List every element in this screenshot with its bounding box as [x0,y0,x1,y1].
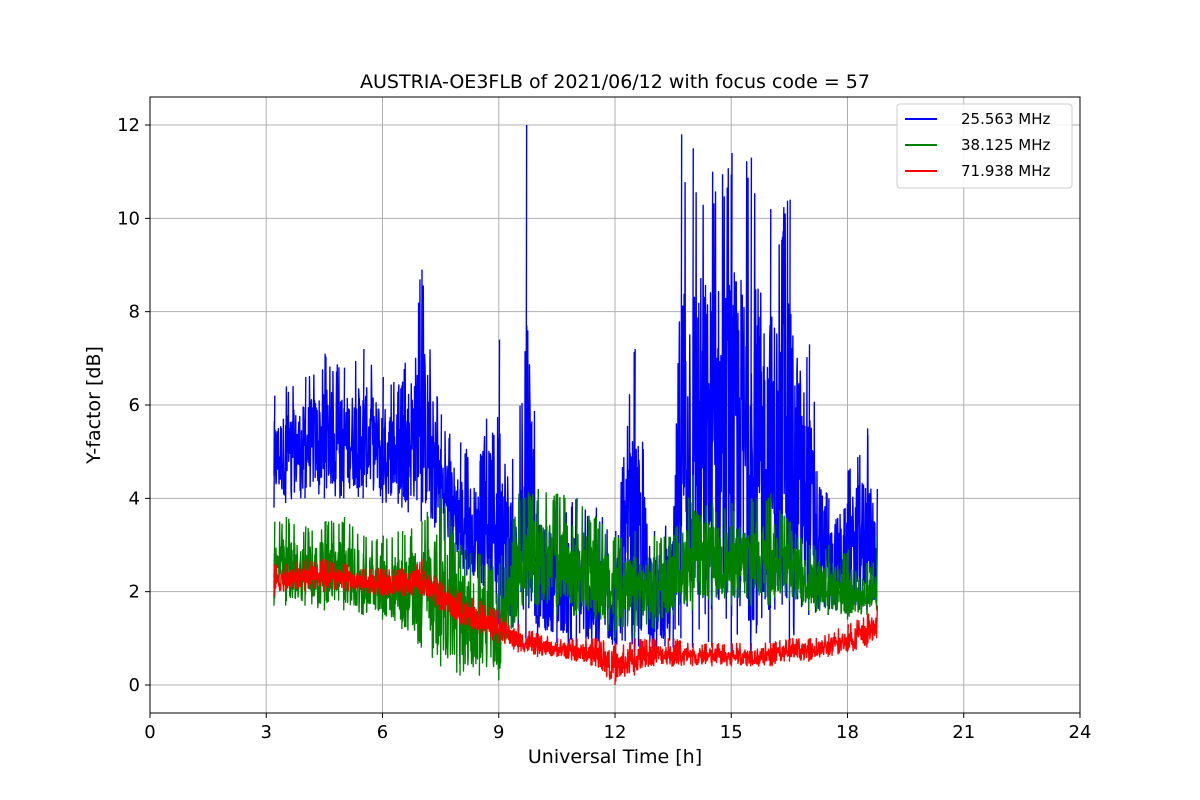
x-tick-label: 21 [952,722,975,743]
series-line-2 [273,558,879,686]
x-tick-label: 9 [493,722,504,743]
y-tick-label: 0 [129,675,140,696]
legend-label: 38.125 MHz [961,136,1050,154]
x-tick-label: 12 [604,722,627,743]
legend: 25.563 MHz 38.125 MHz 71.938 MHz [896,103,1073,189]
y-axis-title: Y-factor [dB] [83,346,105,465]
y-tick-label: 12 [117,115,140,136]
x-tick-label: 0 [144,722,155,743]
legend-label: 71.938 MHz [961,162,1050,180]
y-tick-label: 6 [129,395,140,416]
series-layer [273,124,879,686]
y-tick-label: 10 [117,208,140,229]
legend-label: 25.563 MHz [961,110,1050,128]
x-tick-label: 24 [1069,722,1092,743]
y-tick-label: 4 [129,488,140,509]
chart-title: AUSTRIA-OE3FLB of 2021/06/12 with focus … [360,71,870,93]
x-axis-title: Universal Time [h] [528,746,702,768]
x-tick-label: 18 [836,722,859,743]
y-tick-label: 8 [129,302,140,323]
x-tick-label: 6 [377,722,388,743]
x-tick-label: 3 [261,722,272,743]
legend-box [896,103,1073,189]
x-tick-label: 15 [720,722,743,743]
y-tick-label: 2 [129,582,140,603]
